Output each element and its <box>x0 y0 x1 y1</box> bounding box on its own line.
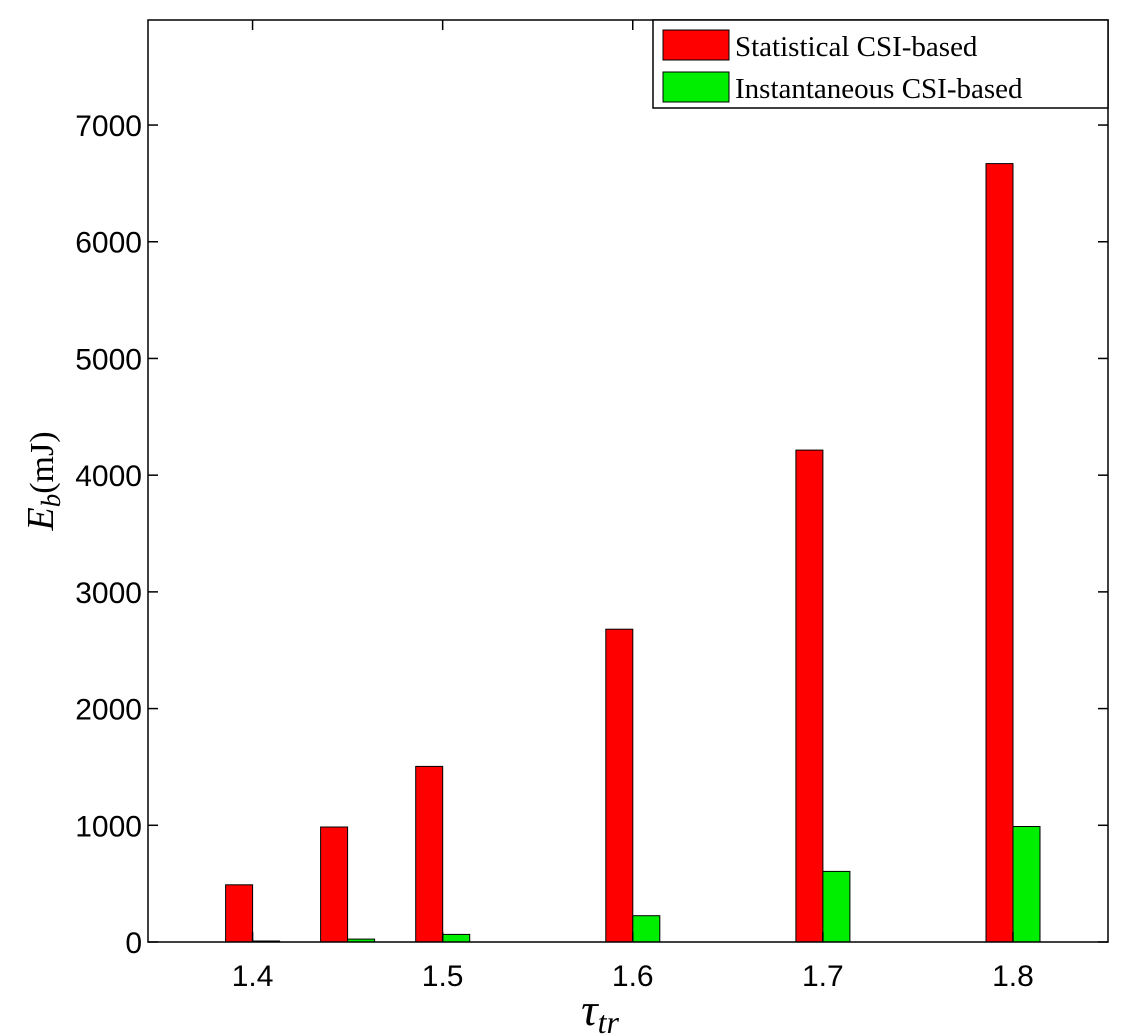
y-tick-label-4: 4000 <box>75 460 142 493</box>
x-axis-ticks: 1.4 1.5 1.6 1.7 1.8 <box>232 20 1034 993</box>
bar-statistical-5 <box>985 163 1014 943</box>
y-axis-subscript: b <box>36 494 66 508</box>
y-tick-label-3: 3000 <box>75 577 142 610</box>
bar-statistical-4 <box>795 449 824 943</box>
y-tick-label-1: 1000 <box>75 810 142 843</box>
bar-statistical-2 <box>415 765 444 943</box>
y-axis-label: Eb(mJ) <box>20 431 66 531</box>
x-axis-label: τtr <box>581 984 619 1035</box>
legend-swatch-statistical <box>662 29 730 61</box>
y-tick-label-7: 7000 <box>75 110 142 143</box>
bar-instantaneous-5 <box>1012 826 1041 943</box>
plot-frame <box>147 19 1109 943</box>
x-tick-label-1: 1.5 <box>422 960 464 993</box>
bar-statistical-0 <box>225 884 254 943</box>
legend-label-statistical: Statistical CSI-based <box>735 31 978 63</box>
bar-statistical-1 <box>320 826 349 943</box>
bars-layer <box>225 163 1041 943</box>
bar-instantaneous-4 <box>822 870 851 943</box>
x-tick-label-3: 1.7 <box>802 960 844 993</box>
x-axis-subscript: tr <box>598 1004 620 1035</box>
legend-label-instantaneous: Instantaneous CSI-based <box>735 73 1023 105</box>
bar-statistical-3 <box>605 628 634 943</box>
x-tick-label-2: 1.6 <box>612 960 654 993</box>
legend-swatch-instantaneous <box>662 71 730 103</box>
y-axis-symbol: E <box>20 507 62 531</box>
y-tick-label-0: 0 <box>125 927 142 960</box>
x-tick-label-0: 1.4 <box>232 960 274 993</box>
bar-instantaneous-3 <box>632 915 661 943</box>
y-axis-unit: (mJ) <box>24 431 61 493</box>
y-tick-label-2: 2000 <box>75 694 142 727</box>
x-axis-symbol: τ <box>581 984 599 1035</box>
y-axis-ticks: 0 1000 2000 3000 4000 5000 6000 7000 <box>75 110 1108 960</box>
legend: Statistical CSI-based Instantaneous CSI-… <box>652 19 1109 109</box>
bar-instantaneous-2 <box>442 933 471 943</box>
x-tick-label-4: 1.8 <box>992 960 1034 993</box>
y-tick-label-6: 6000 <box>75 227 142 260</box>
y-tick-label-5: 5000 <box>75 343 142 376</box>
